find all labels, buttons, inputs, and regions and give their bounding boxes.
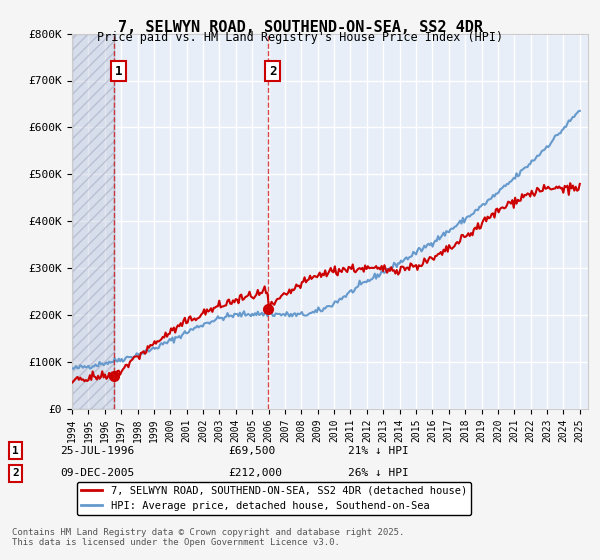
Text: 7, SELWYN ROAD, SOUTHEND-ON-SEA, SS2 4DR: 7, SELWYN ROAD, SOUTHEND-ON-SEA, SS2 4DR bbox=[118, 20, 482, 35]
Text: Price paid vs. HM Land Registry's House Price Index (HPI): Price paid vs. HM Land Registry's House … bbox=[97, 31, 503, 44]
Bar bbox=[72, 34, 114, 409]
Text: 1: 1 bbox=[12, 446, 19, 456]
Text: 1: 1 bbox=[115, 64, 122, 78]
Text: 09-DEC-2005: 09-DEC-2005 bbox=[60, 468, 134, 478]
Legend: 7, SELWYN ROAD, SOUTHEND-ON-SEA, SS2 4DR (detached house), HPI: Average price, d: 7, SELWYN ROAD, SOUTHEND-ON-SEA, SS2 4DR… bbox=[77, 482, 471, 515]
Text: 2: 2 bbox=[269, 64, 276, 78]
Text: 25-JUL-1996: 25-JUL-1996 bbox=[60, 446, 134, 456]
Bar bbox=[72, 34, 114, 409]
Text: £69,500: £69,500 bbox=[228, 446, 275, 456]
Text: 21% ↓ HPI: 21% ↓ HPI bbox=[348, 446, 409, 456]
Text: 26% ↓ HPI: 26% ↓ HPI bbox=[348, 468, 409, 478]
Text: Contains HM Land Registry data © Crown copyright and database right 2025.
This d: Contains HM Land Registry data © Crown c… bbox=[12, 528, 404, 547]
Text: 2: 2 bbox=[12, 468, 19, 478]
Text: £212,000: £212,000 bbox=[228, 468, 282, 478]
